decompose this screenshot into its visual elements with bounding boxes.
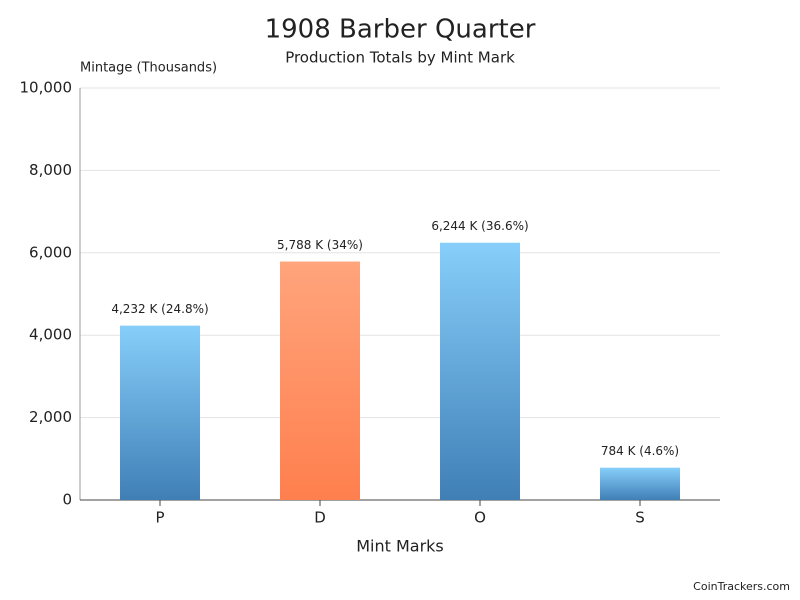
x-axis-label: Mint Marks xyxy=(356,537,444,556)
x-tick-label: O xyxy=(474,509,486,527)
data-label: 6,244 K (36.6%) xyxy=(431,219,528,233)
y-tick-label: 8,000 xyxy=(29,161,72,179)
data-label: 784 K (4.6%) xyxy=(601,444,679,458)
bar xyxy=(280,262,360,500)
y-tick-label: 6,000 xyxy=(29,243,72,261)
y-tick-label: 10,000 xyxy=(20,79,73,97)
x-tick-label: D xyxy=(314,509,326,527)
y-tick-label: 0 xyxy=(62,491,72,509)
bar xyxy=(440,243,520,500)
y-tick-label: 2,000 xyxy=(29,408,72,426)
data-label: 4,232 K (24.8%) xyxy=(111,302,208,316)
y-tick-label: 4,000 xyxy=(29,326,72,344)
chart-subtitle: Production Totals by Mint Mark xyxy=(285,49,515,67)
y-axis-label: Mintage (Thousands) xyxy=(80,61,217,76)
chart-title: 1908 Barber Quarter xyxy=(265,15,536,45)
data-label: 5,788 K (34%) xyxy=(277,238,363,252)
bar xyxy=(600,468,680,500)
x-tick-label: S xyxy=(635,509,645,527)
x-tick-label: P xyxy=(155,509,164,527)
bar xyxy=(120,326,200,500)
source-label: CoinTrackers.com xyxy=(693,580,790,593)
